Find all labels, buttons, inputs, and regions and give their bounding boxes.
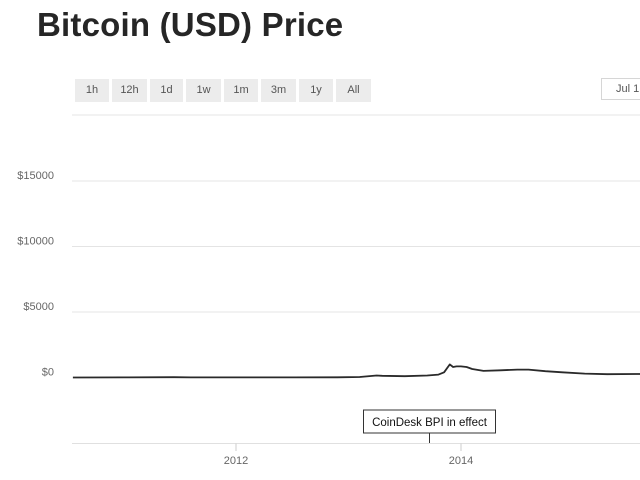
x-axis: 2012 2014	[72, 443, 640, 467]
range-button-1d[interactable]: 1d	[150, 79, 183, 102]
annotation-marker: CoinDesk BPI in effect	[363, 409, 496, 443]
y-tick-label: $5000	[23, 301, 54, 313]
range-button-all[interactable]: All	[336, 79, 371, 102]
range-button-1h[interactable]: 1h	[75, 79, 109, 102]
y-tick-label: $0	[42, 367, 54, 379]
page-title: Bitcoin (USD) Price	[37, 6, 344, 43]
y-axis-labels: $0 $5000 $10000 $15000	[17, 170, 54, 379]
range-button-1y[interactable]: 1y	[299, 79, 333, 102]
annotation-box	[363, 409, 496, 434]
range-button-1w[interactable]: 1w	[186, 79, 221, 102]
x-tick-label: 2012	[224, 455, 248, 467]
range-button-1m[interactable]: 1m	[224, 79, 258, 102]
range-button-12h[interactable]: 12h	[112, 79, 147, 102]
x-tick-label: 2014	[449, 455, 473, 467]
price-series-line	[72, 363, 640, 379]
y-tick-label: $10000	[17, 236, 54, 248]
y-tick-label: $15000	[17, 170, 54, 182]
date-range-input[interactable]: Jul 1	[601, 78, 640, 100]
chart-grid	[72, 114, 640, 313]
range-button-3m[interactable]: 3m	[261, 79, 296, 102]
annotation-label: CoinDesk BPI in effect	[372, 417, 488, 429]
